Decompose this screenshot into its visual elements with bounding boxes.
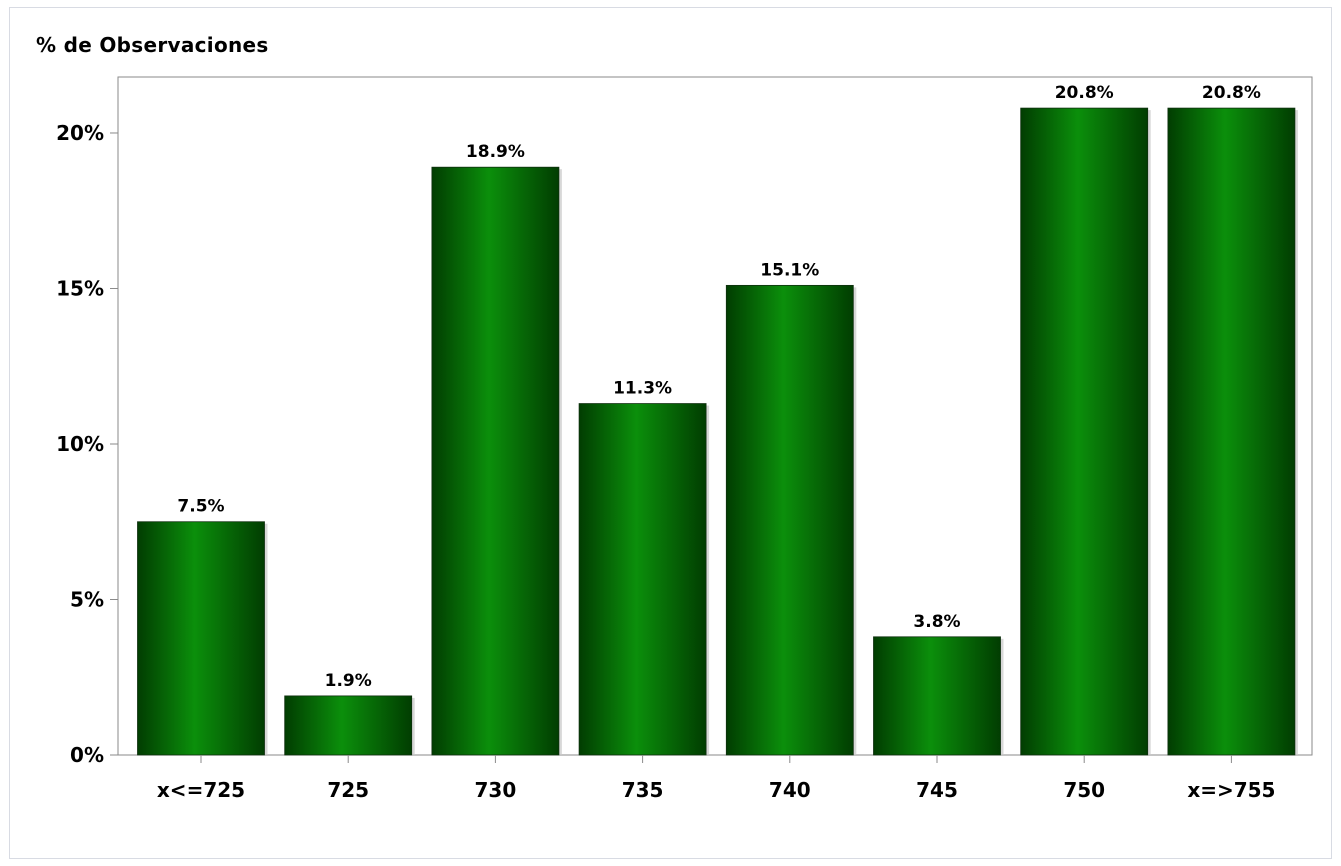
bar-value-label: 15.1% xyxy=(760,260,819,280)
bar xyxy=(137,521,265,756)
bar xyxy=(1020,107,1149,756)
bar xyxy=(284,695,413,756)
x-tick-label: 730 xyxy=(475,778,517,802)
x-tick-label: 740 xyxy=(769,778,811,802)
bar-value-label: 3.8% xyxy=(913,612,960,632)
bar xyxy=(873,636,1001,756)
bar-value-label: 20.8% xyxy=(1055,83,1114,103)
bar xyxy=(1167,107,1296,756)
bar xyxy=(725,284,854,756)
y-tick-label: 0% xyxy=(70,743,104,767)
x-tick-label: 750 xyxy=(1063,778,1105,802)
bar-value-label: 20.8% xyxy=(1202,83,1261,103)
bar xyxy=(578,403,707,756)
y-tick-label: 20% xyxy=(56,121,104,145)
bar-value-label: 7.5% xyxy=(177,497,224,517)
y-axis-title: % de Observaciones xyxy=(36,33,269,57)
x-tick-label: x=>755 xyxy=(1187,778,1275,802)
bar xyxy=(431,166,560,756)
x-tick-label: 725 xyxy=(327,778,369,802)
x-tick-label: 745 xyxy=(916,778,958,802)
x-tick-label: x<=725 xyxy=(157,778,245,802)
bar-value-label: 18.9% xyxy=(466,142,525,162)
bar-value-label: 11.3% xyxy=(613,379,672,399)
y-tick-label: 5% xyxy=(70,587,104,611)
y-tick-label: 10% xyxy=(56,432,104,456)
plot-area xyxy=(117,76,1313,756)
x-tick-label: 735 xyxy=(622,778,664,802)
bar-value-label: 1.9% xyxy=(325,671,372,691)
y-tick-label: 15% xyxy=(56,276,104,300)
